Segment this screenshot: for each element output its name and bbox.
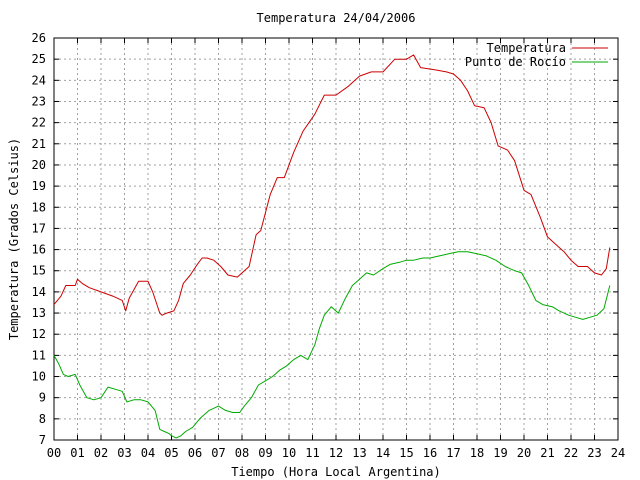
series-line-temperatura — [53, 54, 611, 316]
x-axis-label: Tiempo (Hora Local Argentina) — [231, 465, 441, 479]
x-tick-label: 11 — [305, 446, 319, 460]
y-tick-label: 8 — [39, 412, 46, 426]
x-tick-label: 08 — [235, 446, 249, 460]
x-tick-label: 14 — [376, 446, 390, 460]
y-tick-label: 23 — [32, 94, 46, 108]
x-tick-label: 16 — [423, 446, 437, 460]
y-tick-label: 13 — [32, 306, 46, 320]
x-tick-label: 24 — [611, 446, 625, 460]
y-tick-label: 17 — [32, 221, 46, 235]
x-tick-label: 00 — [47, 446, 61, 460]
x-tick-label: 15 — [399, 446, 413, 460]
chart-title: Temperatura 24/04/2006 — [257, 11, 416, 25]
y-tick-label: 25 — [32, 52, 46, 66]
x-tick-label: 10 — [282, 446, 296, 460]
x-tick-label: 23 — [587, 446, 601, 460]
y-axis-label: Temperatura (Grados Celsius) — [7, 138, 21, 340]
legend-label-temperatura: Temperatura — [487, 41, 566, 55]
x-tick-label: 17 — [446, 446, 460, 460]
x-tick-label: 09 — [258, 446, 272, 460]
x-tick-label: 07 — [211, 446, 225, 460]
x-tick-label: 04 — [141, 446, 155, 460]
series-layer — [53, 54, 611, 439]
y-tick-label: 10 — [32, 370, 46, 384]
series-line-punto-de-rocio — [53, 251, 611, 439]
x-tick-label: 03 — [117, 446, 131, 460]
y-tick-label: 14 — [32, 285, 46, 299]
x-tick-label: 12 — [329, 446, 343, 460]
y-tick-label: 21 — [32, 137, 46, 151]
y-tick-label: 16 — [32, 243, 46, 257]
legend-label-punto-de-rocio: Punto de Rocío — [465, 55, 566, 69]
y-tick-label: 19 — [32, 179, 46, 193]
x-tick-label: 21 — [540, 446, 554, 460]
x-tick-label: 05 — [164, 446, 178, 460]
x-tick-label: 22 — [564, 446, 578, 460]
y-tick-label: 22 — [32, 116, 46, 130]
y-tick-label: 9 — [39, 391, 46, 405]
x-tick-label: 01 — [70, 446, 84, 460]
y-tick-label: 20 — [32, 158, 46, 172]
x-tick-label: 19 — [493, 446, 507, 460]
y-tick-label: 15 — [32, 264, 46, 278]
y-tick-label: 26 — [32, 31, 46, 45]
y-tick-label: 11 — [32, 348, 46, 362]
x-tick-label: 20 — [517, 446, 531, 460]
y-tick-label: 18 — [32, 200, 46, 214]
legend: Temperatura Punto de Rocío — [465, 41, 608, 69]
x-tick-label: 13 — [352, 446, 366, 460]
x-tick-label: 06 — [188, 446, 202, 460]
y-tick-label: 12 — [32, 327, 46, 341]
y-tick-label: 24 — [32, 73, 46, 87]
x-tick-label: 18 — [470, 446, 484, 460]
grid-lines — [54, 38, 618, 440]
axis-ticks: 00 01 02 03 04 05 06 07 08 09 10 11 12 13 14 15 16 17 18 19… — [32, 31, 626, 460]
y-tick-label: 7 — [39, 433, 46, 447]
x-tick-label: 02 — [94, 446, 108, 460]
